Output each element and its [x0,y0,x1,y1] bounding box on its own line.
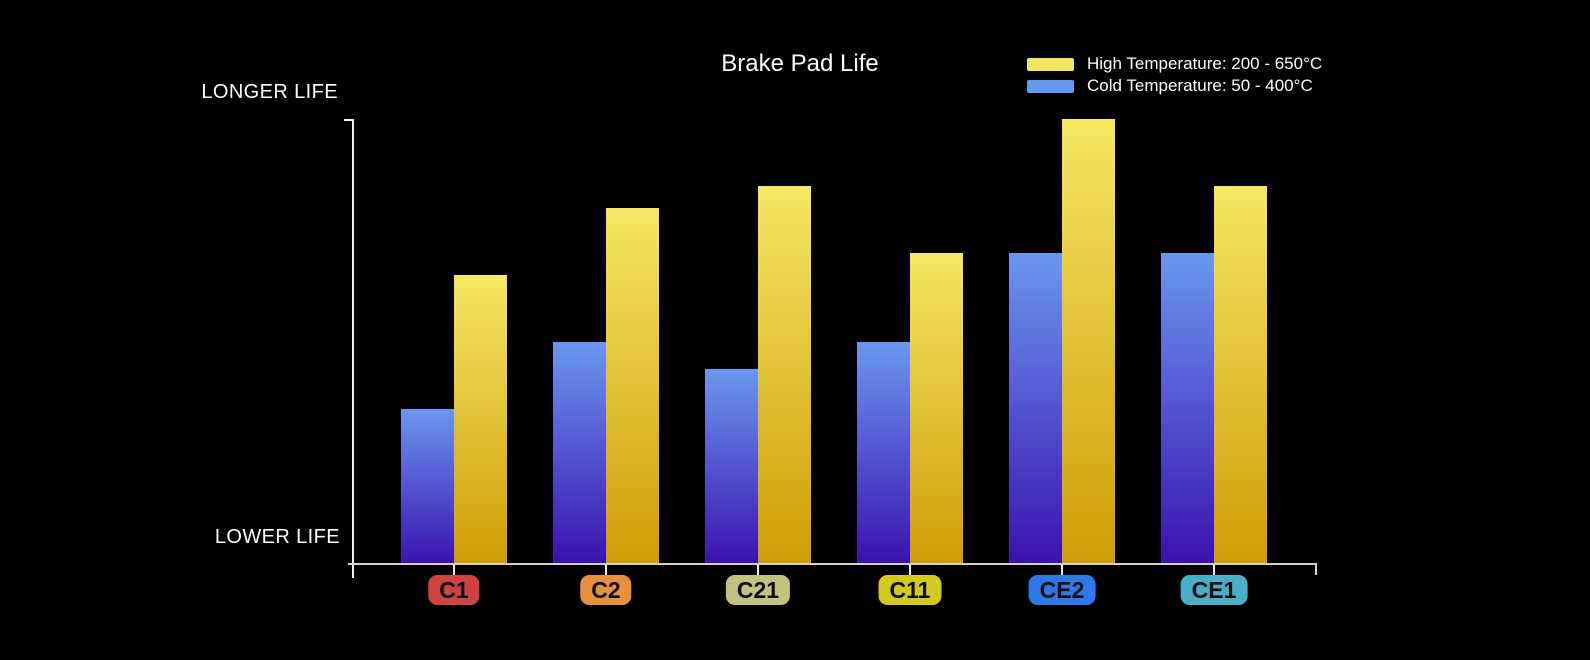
bar-cold-temperature-ce2 [1009,253,1062,565]
x-axis-tick-c11 [909,564,911,575]
category-badge-c11: C11 [878,575,942,605]
category-badge-ce2: CE2 [1028,575,1096,605]
x-axis-tick-c21 [757,564,759,575]
legend-label-high-temperature: High Temperature: 200 - 650°C [1087,54,1323,73]
x-axis-tick-ce2 [1061,564,1063,575]
x-axis-tick-c2 [605,564,607,575]
bar-high-temperature-c1 [454,275,507,565]
category-badge-c2: C2 [580,575,632,605]
y-axis-label-lower-life: LOWER LIFE [214,526,340,548]
bar-cold-temperature-c21 [705,369,758,565]
bar-cold-temperature-ce1 [1161,253,1214,565]
legend-item-high-temperature: High Temperature: 200 - 650°C [1027,54,1323,73]
x-axis-line [348,563,1317,565]
legend-item-cold-temperature: Cold Temperature: 50 - 400°C [1027,76,1322,95]
y-axis-top-cap [344,119,354,121]
category-badge-ce1: CE1 [1180,575,1248,605]
bar-high-temperature-c21 [758,186,811,565]
chart-title: Brake Pad Life [721,50,879,77]
x-axis-end-tick [1315,563,1317,575]
bar-cold-temperature-c11 [857,342,910,565]
bar-high-temperature-ce2 [1062,119,1115,565]
legend-swatch-cold-temperature-icon [1027,79,1074,93]
legend-swatch-high-temperature-icon [1027,57,1074,71]
legend: High Temperature: 200 - 650°C Cold Tempe… [1027,54,1323,100]
category-badge-c21: C21 [725,575,791,605]
x-axis-tick-ce1 [1213,564,1215,575]
bar-high-temperature-c11 [910,253,963,565]
legend-label-cold-temperature: Cold Temperature: 50 - 400°C [1087,76,1313,95]
bar-cold-temperature-c1 [401,409,454,565]
y-axis-line [352,119,354,578]
category-badge-c1: C1 [428,575,480,605]
bar-high-temperature-c2 [606,208,659,565]
bar-cold-temperature-c2 [553,342,606,565]
x-axis-tick-c1 [453,564,455,575]
bar-high-temperature-ce1 [1214,186,1267,565]
y-axis-label-longer-life: LONGER LIFE [201,81,338,103]
